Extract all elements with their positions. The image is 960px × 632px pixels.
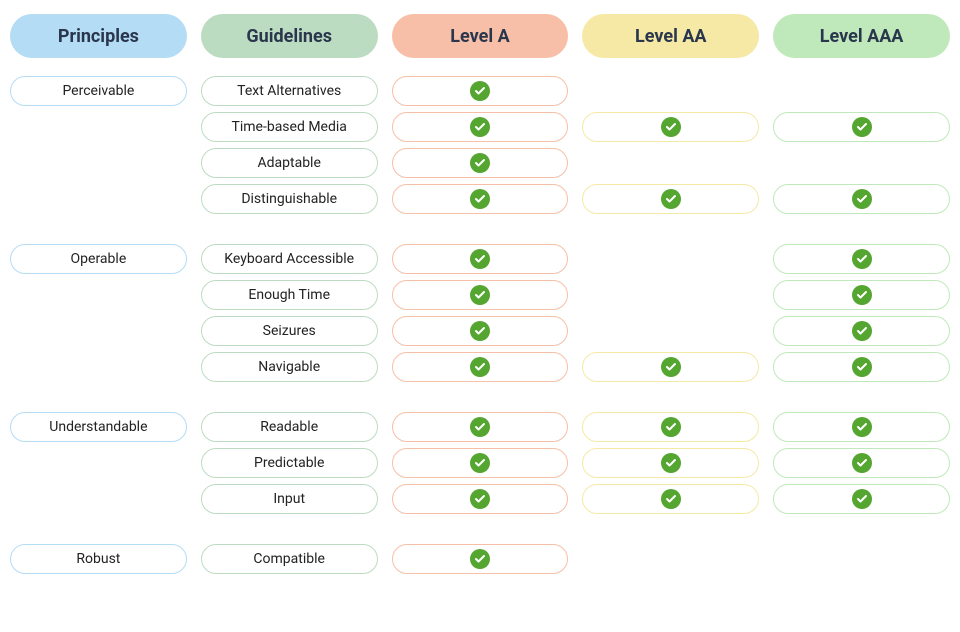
check-icon	[661, 453, 681, 473]
guideline-pill: Compatible	[201, 544, 378, 574]
level-aaa-cell	[773, 112, 950, 142]
check-icon	[470, 549, 490, 569]
check-icon	[470, 357, 490, 377]
check-icon	[852, 189, 872, 209]
guideline-pill: Time-based Media	[201, 112, 378, 142]
check-icon	[852, 417, 872, 437]
check-icon	[852, 489, 872, 509]
level-aaa-cell	[773, 448, 950, 478]
level-aaa-cell	[773, 184, 950, 214]
header-principles: Principles	[10, 14, 187, 58]
check-icon	[470, 189, 490, 209]
level-aa-cell	[582, 112, 759, 142]
level-aaa-cell	[773, 280, 950, 310]
check-icon	[661, 117, 681, 137]
guideline-pill: Seizures	[201, 316, 378, 346]
level-aa-cell	[582, 352, 759, 382]
header-guidelines: Guidelines	[201, 14, 378, 58]
check-icon	[470, 81, 490, 101]
header-level-aa: Level AA	[582, 14, 759, 58]
guideline-pill: Input	[201, 484, 378, 514]
level-aaa-cell	[773, 316, 950, 346]
guideline-pill: Adaptable	[201, 148, 378, 178]
check-icon	[852, 117, 872, 137]
level-aaa-cell	[773, 412, 950, 442]
check-icon	[852, 321, 872, 341]
principle-pill: Understandable	[10, 412, 187, 442]
principle-pill: Perceivable	[10, 76, 187, 106]
principle-pill: Operable	[10, 244, 187, 274]
check-icon	[470, 153, 490, 173]
check-icon	[852, 453, 872, 473]
header-level-aaa: Level AAA	[773, 14, 950, 58]
header-level-a: Level A	[392, 14, 569, 58]
level-aaa-cell	[773, 484, 950, 514]
check-icon	[852, 357, 872, 377]
level-a-cell	[392, 544, 569, 574]
check-icon	[470, 489, 490, 509]
principle-pill: Robust	[10, 544, 187, 574]
level-a-cell	[392, 148, 569, 178]
check-icon	[470, 417, 490, 437]
level-aa-cell	[582, 484, 759, 514]
wcag-table: Principles Guidelines Level A Level AA Level…	[10, 14, 950, 574]
level-a-cell	[392, 244, 569, 274]
check-icon	[661, 189, 681, 209]
guideline-pill: Distinguishable	[201, 184, 378, 214]
level-a-cell	[392, 352, 569, 382]
check-icon	[470, 321, 490, 341]
level-a-cell	[392, 412, 569, 442]
check-icon	[661, 357, 681, 377]
level-a-cell	[392, 112, 569, 142]
check-icon	[470, 117, 490, 137]
level-a-cell	[392, 280, 569, 310]
guideline-pill: Enough Time	[201, 280, 378, 310]
check-icon	[852, 285, 872, 305]
level-aa-cell	[582, 448, 759, 478]
level-a-cell	[392, 76, 569, 106]
check-icon	[661, 417, 681, 437]
check-icon	[470, 249, 490, 269]
level-aa-cell	[582, 184, 759, 214]
level-aa-cell	[582, 412, 759, 442]
level-aaa-cell	[773, 352, 950, 382]
check-icon	[661, 489, 681, 509]
level-a-cell	[392, 184, 569, 214]
check-icon	[470, 453, 490, 473]
check-icon	[470, 285, 490, 305]
level-a-cell	[392, 484, 569, 514]
guideline-pill: Readable	[201, 412, 378, 442]
level-a-cell	[392, 448, 569, 478]
guideline-pill: Text Alternatives	[201, 76, 378, 106]
guideline-pill: Keyboard Accessible	[201, 244, 378, 274]
check-icon	[852, 249, 872, 269]
level-a-cell	[392, 316, 569, 346]
level-aaa-cell	[773, 244, 950, 274]
guideline-pill: Predictable	[201, 448, 378, 478]
guideline-pill: Navigable	[201, 352, 378, 382]
